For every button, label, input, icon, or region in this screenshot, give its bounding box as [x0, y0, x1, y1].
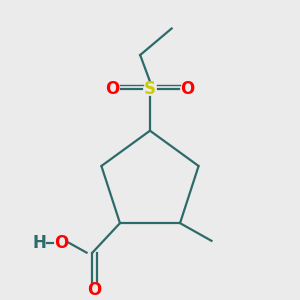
Text: O: O: [106, 80, 120, 98]
Text: O: O: [54, 234, 68, 252]
Text: S: S: [144, 80, 156, 98]
Text: H: H: [32, 234, 46, 252]
Text: O: O: [180, 80, 194, 98]
Text: O: O: [87, 281, 101, 299]
